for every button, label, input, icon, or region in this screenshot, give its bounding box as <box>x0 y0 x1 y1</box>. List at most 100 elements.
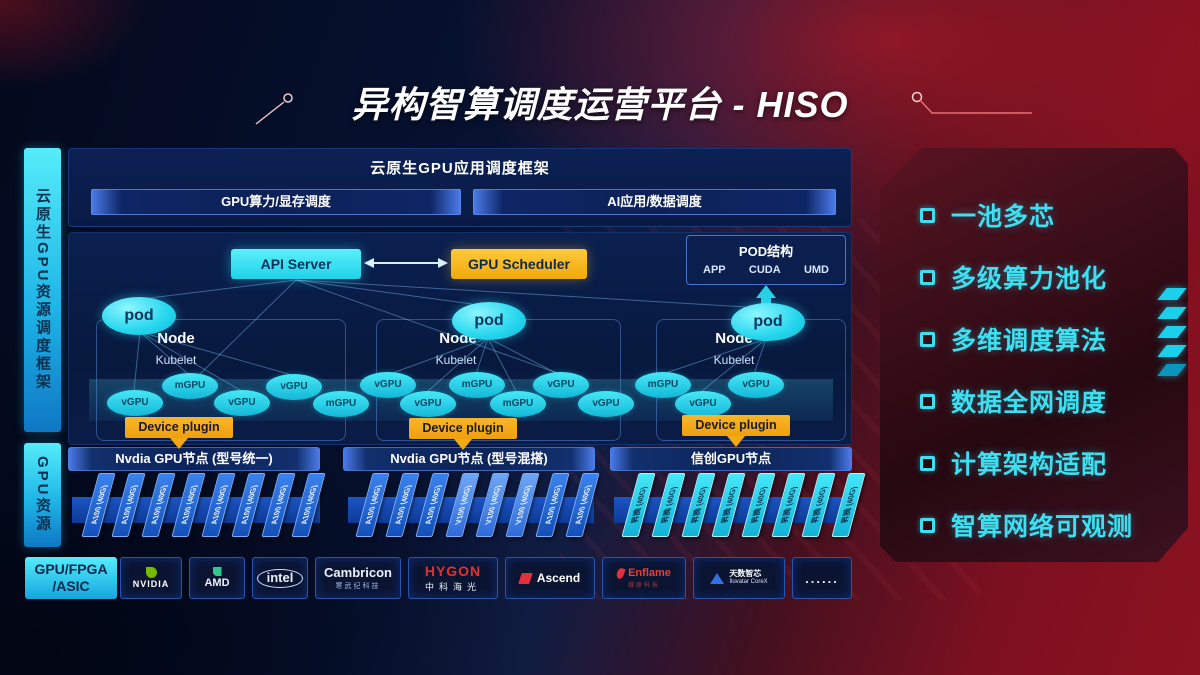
amd-logo-icon <box>212 567 222 576</box>
hazard-stripes-decoration <box>1162 288 1182 383</box>
gpu-card: 昇腾 (40G) <box>651 473 686 537</box>
nvidia-logo-icon <box>145 567 157 578</box>
iluvatar-logo-icon <box>710 572 725 584</box>
device-plugin-3: Device plugin <box>682 415 790 436</box>
vendor-cambricon: Cambricon 寒武纪科技 <box>315 557 401 599</box>
square-bullet-icon <box>920 332 935 347</box>
device-plugin-arrow-2 <box>454 439 472 450</box>
vendor-intel: intel <box>252 557 308 599</box>
gpu-card: A100 (40G) <box>141 473 176 537</box>
sidebar-gpu-resources: GPU资源 <box>24 443 61 547</box>
gpu-oval: vGPU <box>266 374 322 400</box>
features-panel: 一池多芯 多级算力池化 多维调度算法 数据全网调度 计算架构适配 智算网络可观测 <box>880 148 1188 562</box>
device-plugin-arrow-3 <box>727 436 745 447</box>
square-bullet-icon <box>920 208 935 223</box>
gpu-oval: vGPU <box>214 390 270 416</box>
feature-item: 数据全网调度 <box>920 370 1133 432</box>
gpu-oval: mGPU <box>635 372 691 398</box>
gpu-card: A100 (40G) <box>291 473 326 537</box>
gpu-group-3-header: 信创GPU节点 <box>610 447 852 471</box>
pod-structure-box: POD结构 APP CUDA UMD <box>686 235 846 285</box>
gpu-oval: mGPU <box>162 373 218 399</box>
gpu-oval: vGPU <box>533 372 589 398</box>
gpu-card: 昇腾 (40G) <box>831 473 866 537</box>
gpu-card: 昇腾 (40G) <box>681 473 716 537</box>
enflame-logo-icon <box>615 566 626 580</box>
node-label-1: Node <box>157 330 195 347</box>
gpu-card: 昇腾 (40G) <box>771 473 806 537</box>
device-plugin-1: Device plugin <box>125 417 233 438</box>
pod-oval-3: pod <box>731 303 805 341</box>
pod-oval-2: pod <box>452 302 526 340</box>
kubelet-label-3: Kubelet <box>713 353 755 367</box>
app-framework-title: 云原生GPU应用调度框架 <box>370 160 550 177</box>
gpu-card: V100 (40G) <box>505 473 540 537</box>
gpu-group-1-header: Nvdia GPU节点 (型号统一) <box>68 447 320 471</box>
sidebar-gpu-resources-label: GPU资源 <box>34 456 51 534</box>
feature-item: 智算网络可观测 <box>920 494 1133 556</box>
vendor-nvidia: NVIDIA <box>120 557 182 599</box>
gpu-oval: mGPU <box>449 372 505 398</box>
gpu-oval: vGPU <box>728 372 784 398</box>
feature-item: 多级算力池化 <box>920 246 1133 308</box>
feature-item: 一池多芯 <box>920 184 1133 246</box>
gpu-compute-memory-scheduling-box: GPU算力/显存调度 <box>91 189 461 215</box>
feature-item: 多维调度算法 <box>920 308 1133 370</box>
pod-structure-title: POD结构 <box>738 244 794 259</box>
device-plugin-arrow-1 <box>170 438 188 449</box>
api-server-box: API Server <box>231 249 361 279</box>
gpu-card: A100 (40G) <box>415 473 450 537</box>
intel-logo: intel <box>256 568 304 588</box>
feature-list: 一池多芯 多级算力池化 多维调度算法 数据全网调度 计算架构适配 智算网络可观测 <box>920 184 1133 556</box>
gpu-oval: vGPU <box>360 372 416 398</box>
ascend-logo-icon <box>518 572 533 584</box>
gpu-group-2-cards: A100 (40G) A100 (40G) A100 (40G) V100 (40G)… <box>355 473 600 545</box>
k8s-scheduling-panel: API Server GPU Scheduler POD结构 APP CUDA UM… <box>68 232 852 450</box>
vendor-amd: AMD <box>189 557 245 599</box>
gpu-card: 昇腾 (40G) <box>741 473 776 537</box>
gpu-card: A100 (40G) <box>535 473 570 537</box>
vendor-hygon: HYGON 中科海光 <box>408 557 498 599</box>
square-bullet-icon <box>920 518 935 533</box>
gpu-card: 昇腾 (40G) <box>801 473 836 537</box>
vendor-enflame: Enflame 燧原科技 <box>602 557 686 599</box>
gpu-oval: vGPU <box>107 390 163 416</box>
gpu-group-3-cards: 昇腾 (40G) 昇腾 (40G) 昇腾 (40G) 昇腾 (40G) 昇腾 (40G)… <box>621 473 866 545</box>
gpu-card: A100 (40G) <box>261 473 296 537</box>
pod-structure-item: UMD <box>803 264 829 276</box>
gpu-card: A100 (40G) <box>111 473 146 537</box>
vendor-iluvatar: 天数智芯 Iluvatar CoreX <box>693 557 785 599</box>
kubelet-label-2: Kubelet <box>435 353 477 367</box>
gpu-oval: vGPU <box>675 391 731 417</box>
gpu-scheduler-box: GPU Scheduler <box>451 249 587 279</box>
gpu-card: V100 (40G) <box>445 473 480 537</box>
gpu-card: A100 (40G) <box>565 473 600 537</box>
sidebar-scheduling-framework-label: 云原生GPU资源调度框架 <box>34 188 51 392</box>
gpu-group-1-cards: A100 (40G) A100 (40G) A100 (40G) A100 (40G)… <box>81 473 326 545</box>
square-bullet-icon <box>920 394 935 409</box>
feature-item: 计算架构适配 <box>920 432 1133 494</box>
square-bullet-icon <box>920 456 935 471</box>
app-scheduling-framework-panel: 云原生GPU应用调度框架 GPU算力/显存调度 AI应用/数据调度 <box>68 148 852 227</box>
gpu-card: A100 (40G) <box>385 473 420 537</box>
page-title: 异构智算调度运营平台 - HISO <box>351 84 849 125</box>
gpu-oval: vGPU <box>400 391 456 417</box>
hardware-type-label: GPU/FPGA /ASIC <box>25 557 117 599</box>
gpu-oval: mGPU <box>313 391 369 417</box>
pod-oval-1: pod <box>102 297 176 335</box>
ai-app-data-scheduling-box: AI应用/数据调度 <box>473 189 836 215</box>
vendor-ascend: Ascend <box>505 557 595 599</box>
sidebar-scheduling-framework: 云原生GPU资源调度框架 <box>24 148 61 432</box>
gpu-oval: vGPU <box>578 391 634 417</box>
pod-structure-item: CUDA <box>748 264 781 276</box>
square-bullet-icon <box>920 270 935 285</box>
gpu-oval: mGPU <box>490 391 546 417</box>
gpu-card: A100 (40G) <box>171 473 206 537</box>
gpu-card: V100 (40G) <box>475 473 510 537</box>
vendor-others: ...... <box>792 557 852 599</box>
kubelet-label-1: Kubelet <box>155 353 197 367</box>
device-plugin-2: Device plugin <box>409 418 517 439</box>
gpu-group-2-header: Nvdia GPU节点 (型号混搭) <box>343 447 595 471</box>
vendor-row: NVIDIA AMD intel Cambricon 寒武纪科技 HYGON 中… <box>120 557 856 599</box>
